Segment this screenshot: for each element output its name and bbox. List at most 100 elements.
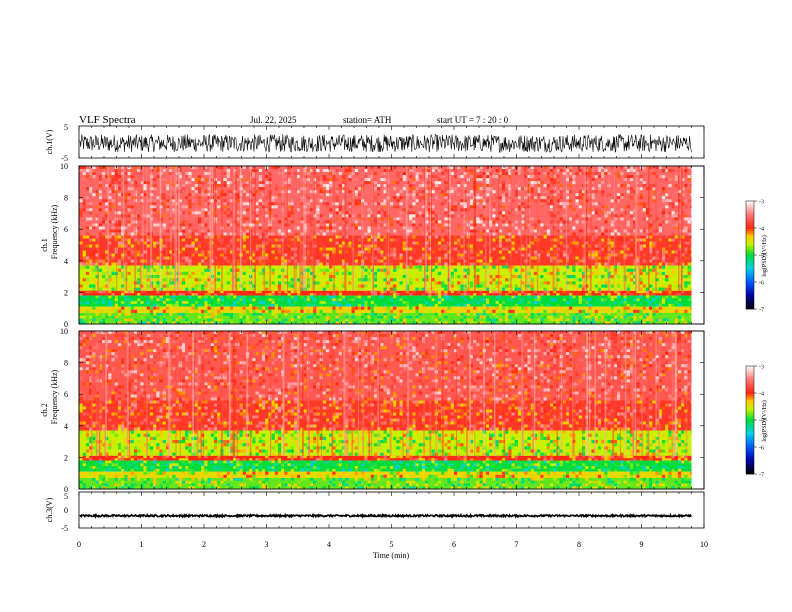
ch1-spectrogram-cell	[105, 175, 109, 179]
ch1-spectrogram-cell	[508, 187, 512, 191]
ch1-spectrogram-burst	[313, 167, 315, 291]
ch1-spectrogram-cell	[565, 169, 570, 173]
ch1-spectrogram-cell	[588, 306, 592, 310]
ch1-spectrogram-cell	[194, 238, 198, 242]
ch1-spectrogram-cell	[345, 281, 349, 285]
ch1-spectrogram-cell	[479, 196, 483, 200]
ch1-spectrogram-cell	[511, 298, 515, 302]
ch1-spectrogram-cell	[527, 178, 531, 182]
ch1-spectrogram-cell	[383, 211, 387, 215]
ch1-spectrogram-cell	[217, 199, 221, 203]
ch1-spectrogram-cell	[508, 211, 512, 215]
ch1-spectrogram-cell	[201, 178, 205, 182]
ch1-spectrogram-cell	[530, 169, 534, 173]
ch1-spectrogram-cell	[252, 190, 256, 194]
ch1-spectrogram-cell	[236, 298, 240, 302]
ch1-spectrogram-cell	[108, 278, 112, 282]
ch1-spectrogram-cell	[89, 208, 93, 212]
ch1-spectrogram-cell	[329, 298, 333, 302]
ch1-spectrogram-cell	[364, 271, 368, 276]
figure-start-ut: start UT = 7 : 20 : 0	[437, 115, 509, 125]
ch1-spectrogram-cell	[469, 318, 474, 322]
ch1-spectrogram-cell	[153, 312, 157, 316]
ch1-spectrogram-cell	[373, 244, 378, 248]
ch1-spectrogram-cell	[204, 303, 208, 307]
ch1-spectrogram-cell	[559, 241, 563, 245]
ch1-spectrogram-cell	[383, 202, 387, 206]
ch1-spectrogram-cell	[271, 205, 275, 209]
ch1-spectrogram-cell	[559, 284, 563, 288]
ch1-spectrogram-cell	[188, 205, 192, 209]
ch1-spectrogram-cell	[175, 238, 179, 242]
ch1-spectrogram-cell	[476, 217, 480, 221]
ch1-spectrogram-cell	[658, 223, 662, 227]
ch1-spectrogram-cell	[613, 295, 618, 299]
ch1-spectrogram-cell	[620, 256, 624, 260]
ch1-spectrogram-cell	[610, 315, 614, 319]
ch1-spectrogram-cell	[437, 265, 442, 269]
ch1-spectrogram-cell	[322, 214, 326, 218]
ch1-spectrogram-cell	[508, 175, 512, 179]
ch1-spectrogram-cell	[466, 318, 470, 322]
ch1-spectrogram-cell	[201, 208, 205, 212]
ch1-spectrogram-cell	[354, 172, 358, 176]
ch1-spectrogram-cell	[121, 284, 125, 288]
ch1-spectrogram-cell	[687, 271, 691, 276]
ch1-spectrogram-cell	[668, 290, 672, 294]
ch1-spectrogram-cell	[559, 229, 563, 233]
ch1-spectrogram-cell	[188, 259, 192, 263]
ch1-spectrogram-cell	[565, 265, 570, 269]
ch1-spectrogram-cell	[335, 298, 339, 302]
ch1-spectrogram-cell	[569, 175, 573, 179]
ch1-spectrogram-cell	[393, 166, 397, 170]
ch1-spectrogram-cell	[476, 202, 480, 206]
ch1-spectrogram-cell	[527, 253, 531, 257]
ch1-spectrogram-cell	[325, 244, 330, 248]
ch1-spectrogram-cell	[82, 181, 86, 185]
ch1-spectrogram-cell	[607, 321, 611, 324]
ch1-spectrogram-cell	[540, 250, 544, 254]
ch1-spectrogram-cell	[681, 318, 685, 322]
ch1-spectrogram-cell	[617, 250, 621, 254]
ch1-spectrogram-cell	[197, 166, 202, 170]
ch1-spectrogram-cell	[578, 295, 582, 299]
ch1-spectrogram-cell	[492, 318, 496, 322]
ch1-spectrogram-cell	[191, 187, 195, 191]
ch1-spectrogram-cell	[370, 318, 374, 322]
ch1-spectrogram-cell	[367, 295, 371, 299]
ch1-spectrogram-cell	[428, 293, 432, 296]
ch1-spectrogram-cell	[79, 223, 83, 227]
ch1-spectrogram-burst	[525, 167, 527, 291]
ch1-spectrogram-cell	[242, 235, 246, 239]
ch1-spectrogram-cell	[249, 298, 253, 302]
ch1-spectrogram-cell	[645, 172, 650, 176]
ch1-spectrogram-ylabel: ch.1	[40, 238, 49, 252]
ch1-spectrogram-cell	[565, 256, 570, 260]
ch1-spectrogram-cell	[121, 306, 125, 310]
ch1-spectrogram-burst	[150, 167, 153, 291]
ch1-spectrogram-cell	[325, 315, 330, 319]
ch1-spectrogram-cell	[421, 256, 426, 260]
ch1-spectrogram-cell	[521, 208, 525, 212]
ch1-spectrogram-cell	[137, 193, 141, 197]
ch1-spectrogram-cell	[207, 265, 211, 269]
ch1-spectrogram-cell	[463, 199, 467, 203]
ch1-spectrogram-burst	[250, 167, 252, 291]
ch1-spectrogram-cell	[655, 271, 659, 276]
ch1-spectrogram-cell	[597, 256, 602, 260]
ch1-spectrogram-cell	[354, 295, 358, 299]
ch1-spectrogram-cell	[444, 309, 448, 313]
ch1-spectrogram-cell	[89, 169, 93, 173]
ch1-spectrogram-cell	[482, 309, 486, 313]
ch1-spectrogram-cell	[287, 306, 291, 310]
ch1-spectrogram-cell	[434, 244, 438, 248]
ch1-spectrogram-cell	[226, 220, 230, 224]
ch1-spectrogram-cell	[188, 193, 192, 197]
ch1-spectrogram-cell	[287, 301, 291, 304]
ch1-spectrogram-cell	[255, 214, 259, 218]
ch1-spectrogram-cell	[153, 241, 157, 245]
ch1-spectrogram-cell	[569, 199, 573, 203]
ch1-spectrogram-cell	[543, 190, 547, 194]
ch1-spectrogram-cell	[82, 244, 86, 248]
ch1-spectrogram-cell	[511, 241, 515, 245]
